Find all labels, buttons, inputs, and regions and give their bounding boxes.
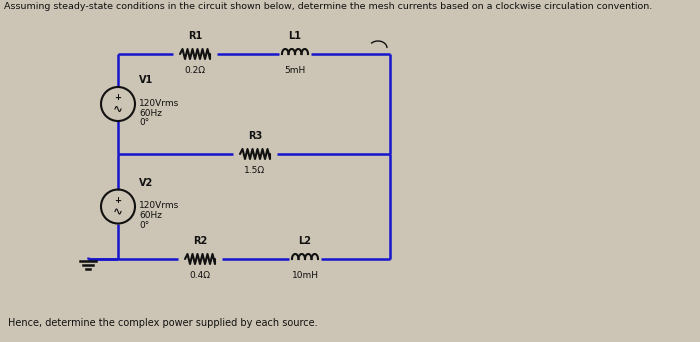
Text: 5mH: 5mH [284,66,306,75]
Text: 10mH: 10mH [291,271,318,280]
Text: Assuming steady-state conditions in the circuit shown below, determine the mesh : Assuming steady-state conditions in the … [4,2,652,11]
Text: L1: L1 [288,31,302,41]
Text: R2: R2 [193,236,207,246]
Text: V1: V1 [139,75,153,85]
Text: 120Vrms: 120Vrms [139,99,179,108]
Text: 1.5Ω: 1.5Ω [244,166,265,175]
Text: R1: R1 [188,31,202,41]
Text: L2: L2 [298,236,312,246]
Text: 60Hz: 60Hz [139,109,162,118]
Text: 0°: 0° [139,221,149,229]
Text: 120Vrms: 120Vrms [139,201,179,210]
Text: 0°: 0° [139,118,149,127]
Text: 0.4Ω: 0.4Ω [190,271,211,280]
Text: +: + [115,196,122,205]
Text: Hence, determine the complex power supplied by each source.: Hence, determine the complex power suppl… [8,318,318,328]
Text: +: + [115,93,122,103]
Text: R3: R3 [248,131,262,141]
Text: 0.2Ω: 0.2Ω [185,66,206,75]
Text: 60Hz: 60Hz [139,211,162,221]
Text: V2: V2 [139,177,153,187]
